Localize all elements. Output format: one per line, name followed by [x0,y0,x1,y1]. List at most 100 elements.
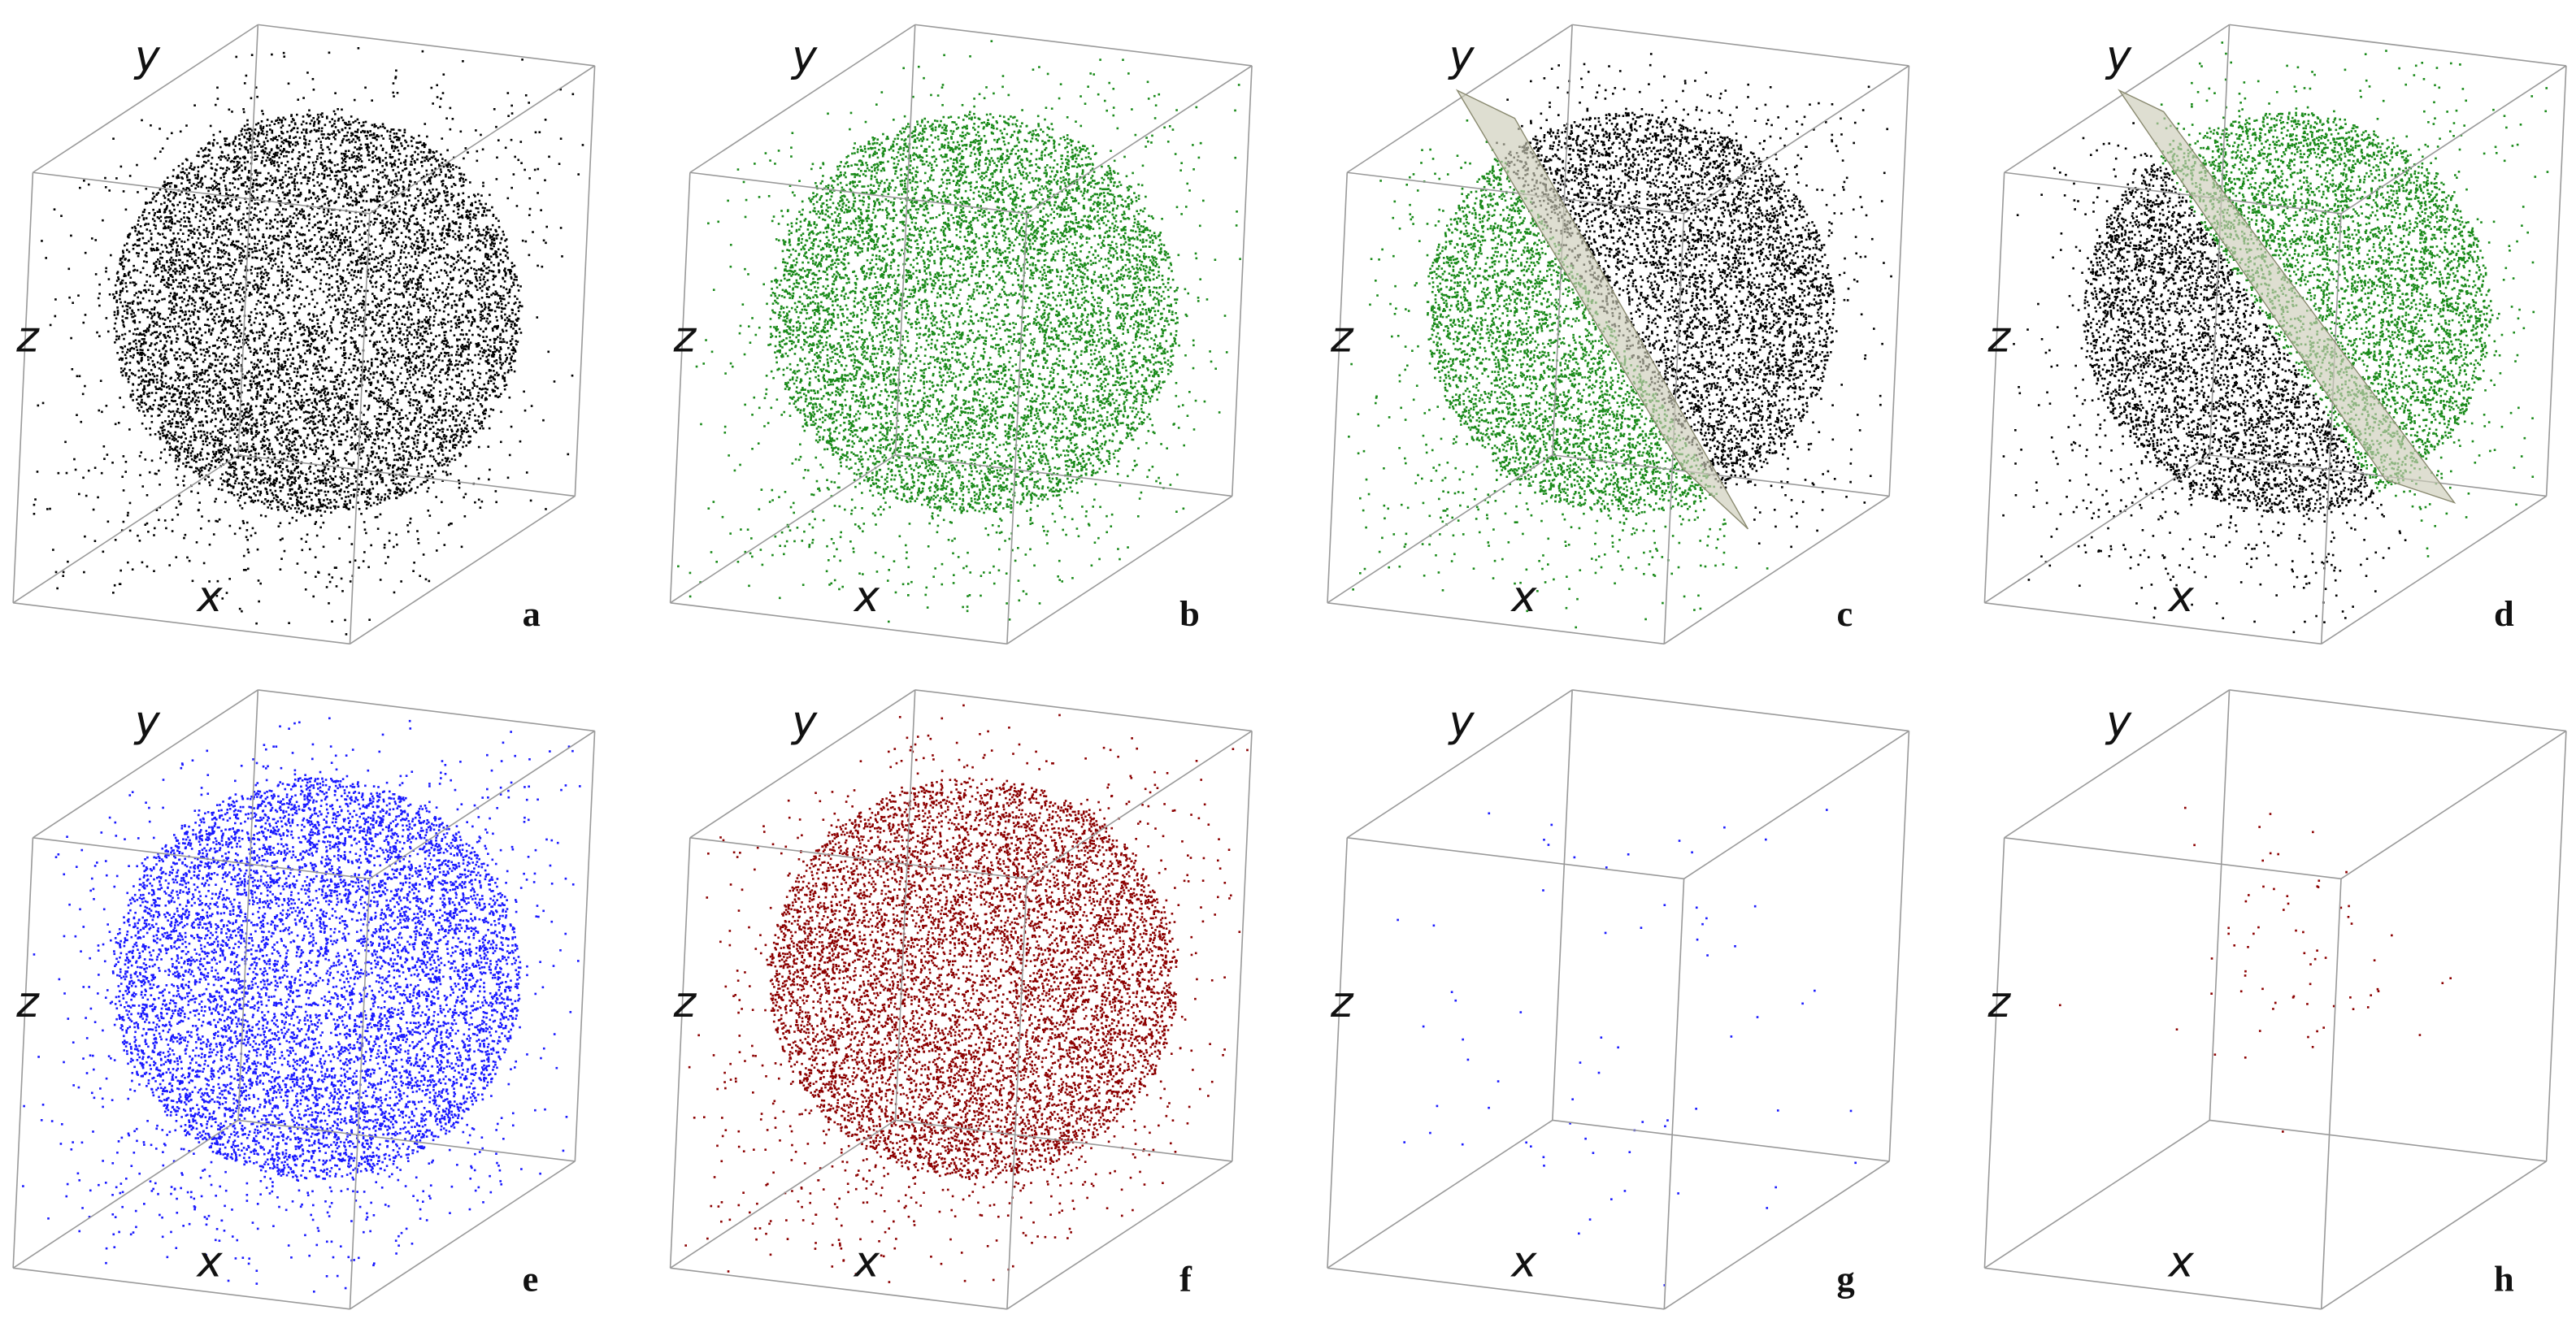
panel: y z x h [1983,689,2567,1310]
panel: y z x e [12,689,596,1310]
cube-edge [33,171,370,215]
axis-label-x: x [2167,1237,2195,1286]
cube-edge [258,24,595,67]
scatter-points [2002,122,2407,634]
scatter-points [2155,41,2549,558]
cube-edge [1663,1161,1890,1310]
cube-edge [670,454,896,604]
cube-edge [1683,65,1909,215]
cube-edge [2320,213,2342,644]
cube-edge [895,1119,1232,1162]
cube-edge [13,601,350,645]
cube-edge [1006,213,1027,644]
cube-edge [2321,495,2548,644]
cube-edge [669,837,691,1269]
cube-edge [894,689,916,1121]
cube-edge [1346,24,1573,173]
cube-edge [32,689,258,839]
cube-edge [894,24,916,455]
cube-edge [1346,689,1573,839]
cube-edge [2209,1119,2547,1162]
scatter-points [33,47,584,636]
axis-label-y: y [2105,32,2132,81]
cube-edge [1327,1267,1665,1310]
cube-edge [13,1267,350,1310]
axis-label-z: z [673,978,697,1027]
panel: y z x a [12,24,596,645]
cube-edge [1327,172,1349,603]
axis-label-x: x [2167,572,2195,622]
axis-label-y: y [133,696,161,746]
axis-label-x: x [853,572,880,622]
axis-label-x: x [1510,572,1537,622]
cube-edge [1663,495,1890,644]
cube-edge [33,836,370,880]
cube-edge [2004,171,2342,215]
cube-edge [914,24,1253,67]
cube-edge [2229,689,2566,732]
panel-letter: c [1837,593,1853,634]
cube-edge [237,689,259,1121]
cube-edge [1888,731,1910,1161]
cube-edge [689,836,1027,880]
cube-edge [350,1161,576,1310]
axis-label-x: x [196,572,224,622]
cube-edge [2004,836,2342,880]
cube-edge [1572,24,1909,67]
cube-edge [1347,836,1684,880]
cube-edge [2545,65,2567,497]
scatter-points [684,704,1249,1283]
cube-edge [349,213,371,644]
scatter-points [2058,806,2452,1133]
panel: y z x d [1983,24,2567,645]
panel-letter: g [1837,1259,1855,1299]
cube-edge [12,1119,239,1269]
axis-label-x: x [1510,1237,1537,1286]
cube-edge [2209,24,2231,455]
scatter-points [677,40,1241,623]
axis-label-y: y [1448,32,1475,81]
panel: y z x f [669,689,1253,1310]
cube-edge [1983,1119,2210,1269]
cube-edge [369,65,596,215]
cube-edge [237,24,259,455]
cut-plane [1455,89,1749,530]
cube-edge [914,689,1253,732]
cube-edge [670,601,1007,645]
axis-label-z: z [1987,313,2011,362]
axis-label-z: z [673,313,697,362]
cube-edge [1327,837,1349,1269]
cube-edge [1984,601,2322,645]
axis-label-y: y [790,32,818,81]
cube-edge [1663,879,1685,1309]
cube-edge [349,879,371,1309]
axis-label-y: y [1448,696,1475,746]
cube-edge [1327,1119,1553,1269]
axis-label-y: y [2105,696,2132,746]
panel: y z x c [1327,24,1910,645]
cube-edge [1983,454,2210,604]
cube-edge [369,730,596,879]
cube-edge [1327,601,1665,645]
cube-edge [1552,454,1890,497]
cube-edge [1572,689,1909,732]
cube-edge [2229,24,2566,67]
axis-label-y: y [133,32,161,81]
cube-edge [1231,65,1253,497]
panel-letter: e [523,1259,539,1299]
cube-edge [670,1119,896,1269]
cube-edge [1026,730,1253,879]
cube-edge [237,454,576,497]
axis-label-z: z [1330,313,1354,362]
axis-label-z: z [15,978,40,1027]
cube-edge [2004,689,2231,839]
axis-label-y: y [790,696,818,746]
cube-edge [258,689,595,732]
panel-letter: h [2494,1259,2514,1299]
cube-edge [574,731,596,1161]
cube-edge [895,454,1232,497]
cube-edge [1347,171,1684,215]
cut-plane [2118,89,2457,504]
cube-edge [12,172,34,603]
cube-edge [1006,495,1233,644]
